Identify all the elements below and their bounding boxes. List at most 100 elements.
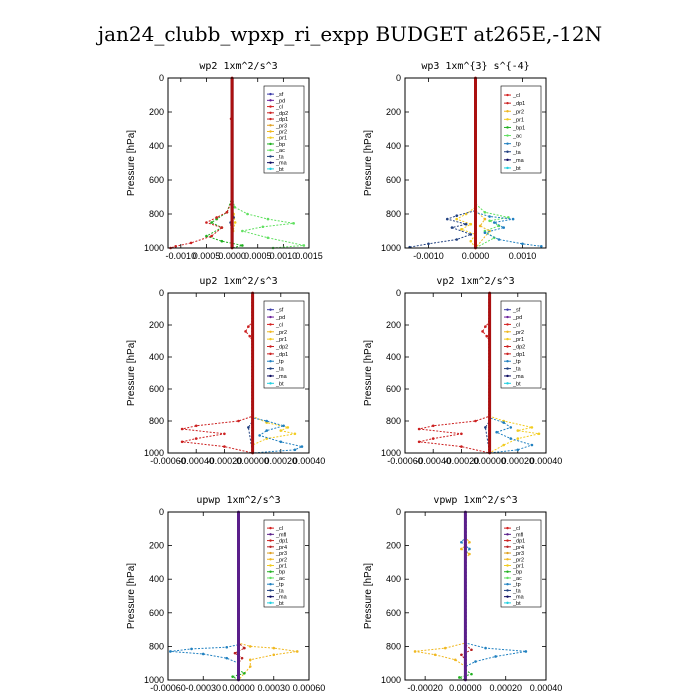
data-point — [464, 517, 467, 521]
legend-marker — [506, 601, 509, 605]
legend-entry: _tp — [275, 359, 284, 365]
y-tick-label: 400 — [149, 352, 164, 362]
data-point — [251, 371, 255, 375]
data-point — [474, 222, 477, 226]
legend-marker — [506, 533, 509, 536]
data-point — [469, 222, 473, 226]
data-point — [474, 182, 477, 185]
data-point — [230, 239, 234, 243]
series-line-pr2 — [475, 78, 491, 249]
data-point — [230, 90, 234, 93]
legend-marker — [269, 117, 272, 121]
data-point — [464, 544, 467, 547]
data-point — [265, 429, 269, 432]
x-tick-label: 0.00000 — [449, 683, 482, 693]
data-point — [431, 424, 435, 428]
data-point — [446, 217, 449, 221]
data-point — [223, 445, 226, 448]
legend-entry: _dp1 — [512, 352, 525, 358]
data-point — [251, 304, 255, 308]
data-point — [237, 520, 240, 524]
legend-entry: _pr2 — [512, 109, 524, 115]
data-point — [474, 165, 477, 168]
data-point — [230, 202, 234, 206]
data-point — [237, 618, 240, 621]
data-point — [474, 243, 477, 247]
data-point — [230, 216, 234, 219]
data-point — [464, 624, 467, 628]
data-point — [464, 618, 467, 621]
data-point — [205, 234, 208, 238]
data-point — [488, 355, 491, 359]
panel-title: vp2 1xm^2/s^3 — [436, 276, 514, 287]
data-point — [302, 244, 306, 247]
legend-entry: _ta — [275, 588, 285, 594]
data-point — [237, 584, 240, 588]
data-point — [483, 211, 487, 214]
legend-marker — [506, 323, 509, 326]
data-point — [450, 226, 454, 229]
data-point — [230, 192, 234, 196]
data-point — [230, 148, 234, 151]
data-point — [464, 222, 468, 226]
data-point — [230, 107, 234, 110]
data-point — [464, 628, 467, 631]
legend-marker — [506, 126, 509, 129]
legend-marker — [269, 148, 272, 152]
plot-frame — [167, 511, 310, 681]
panel-upwp: upwp 1xm^2/s^3 Pressure [hPa] 0 200 400 600 80… — [126, 495, 325, 693]
data-point — [460, 547, 463, 551]
data-point — [230, 93, 234, 97]
data-point — [251, 339, 255, 343]
panels: wp2 1xm^2/s^3 Pressure [hPa] 0 200 400 600 800… — [126, 61, 562, 693]
legend-marker — [506, 352, 509, 356]
x-tick-label: 0.0005 — [244, 251, 272, 261]
data-point — [488, 429, 491, 432]
y-tick-label: 800 — [386, 641, 401, 651]
data-point — [484, 426, 487, 429]
data-point — [194, 424, 198, 428]
data-point — [237, 611, 240, 615]
legend-marker — [506, 595, 509, 598]
y-tick-label: 400 — [386, 574, 401, 584]
data-point — [251, 438, 255, 442]
data-point — [230, 131, 234, 134]
data-point — [237, 571, 240, 574]
data-point — [230, 175, 234, 179]
data-point — [464, 614, 467, 618]
data-point — [488, 387, 491, 391]
legend-marker — [506, 93, 509, 97]
legend-entry: _ma — [512, 374, 525, 380]
data-point — [251, 422, 255, 426]
data-point — [279, 440, 283, 444]
data-point — [495, 430, 498, 434]
data-point — [502, 421, 506, 424]
legend-marker — [506, 158, 509, 162]
data-point — [502, 443, 506, 447]
data-point — [464, 540, 467, 544]
data-point — [237, 530, 240, 534]
data-point — [237, 675, 240, 679]
legend-marker — [506, 545, 509, 549]
legend-entry: _pr1 — [275, 337, 287, 343]
legend-marker — [506, 539, 509, 542]
data-point — [485, 334, 489, 338]
legend-marker — [506, 589, 509, 592]
legend-box — [263, 300, 305, 389]
data-point — [464, 567, 467, 571]
legend-entry: _pr1 — [275, 564, 287, 570]
data-point — [516, 437, 520, 440]
y-tick-label: 800 — [149, 416, 164, 426]
data-point — [474, 229, 477, 233]
data-point — [237, 561, 240, 564]
legend-entry: _tp — [275, 582, 284, 588]
data-point — [488, 422, 491, 426]
data-point — [237, 648, 240, 652]
plot-frame — [404, 77, 547, 249]
legend-entry: _pr1 — [275, 136, 287, 142]
data-point — [460, 228, 463, 231]
panel-wp2: wp2 1xm^2/s^3 Pressure [hPa] 0 200 400 600 800… — [126, 61, 323, 261]
data-point — [469, 233, 473, 236]
legend-marker — [506, 570, 509, 573]
legend-entry: _pd — [275, 315, 285, 321]
